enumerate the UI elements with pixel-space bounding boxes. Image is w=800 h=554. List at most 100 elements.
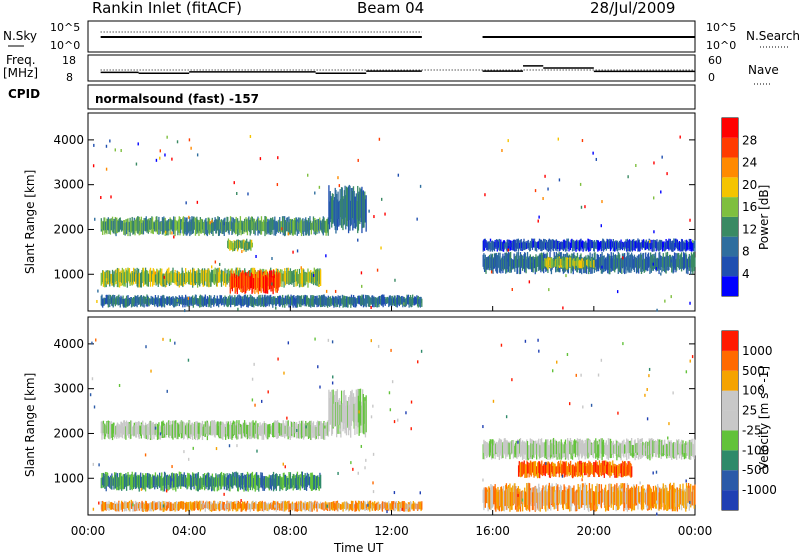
velocity-echo-cell: [585, 438, 588, 457]
velocity-echo-cell: [529, 438, 531, 460]
power-echo-cell: [177, 273, 179, 287]
power-echo-cell: [235, 278, 237, 292]
velocity-echo-cell: [251, 425, 253, 436]
velocity-echo-cell: [499, 489, 501, 507]
power-echo-cell: [680, 252, 683, 272]
power-echo-cell: [208, 270, 211, 283]
velocity-echo-cell: [290, 420, 292, 438]
velocity-echo-cell: [212, 422, 214, 435]
nsearch-bottom-tick: 10^0: [706, 39, 736, 52]
velocity-echo-cell: [267, 476, 269, 488]
power-echo-cell: [603, 255, 605, 272]
power-scatter-point: [601, 265, 603, 269]
power-echo-cell: [561, 241, 563, 250]
power-echo-cell: [303, 269, 305, 287]
power-echo-cell: [233, 270, 235, 289]
velocity-echo-cell: [217, 474, 219, 488]
power-echo-cell: [618, 242, 620, 251]
power-echo-cell: [191, 218, 194, 234]
velocity-echo-cell: [171, 424, 173, 439]
power-echo-cell: [113, 298, 115, 305]
velocity-echo-cell: [337, 402, 339, 434]
power-echo-cell: [547, 256, 549, 270]
power-echo-cell: [158, 221, 161, 230]
power-echo-cell: [208, 294, 211, 307]
power-echo-cell: [488, 241, 491, 249]
velocity-echo-cell: [374, 503, 377, 512]
power-echo-cell: [161, 274, 164, 285]
power-echo-cell: [366, 296, 368, 304]
velocity-echo-cell: [536, 488, 538, 503]
velocity-echo-cell: [654, 485, 657, 509]
velocity-scatter-point: [171, 478, 173, 482]
velocity-echo-cell: [135, 423, 138, 438]
x-tick-label: 08:00: [273, 524, 308, 538]
power-echo-cell: [135, 295, 137, 307]
power-echo-cell: [252, 277, 255, 289]
power-echo-cell: [111, 273, 113, 286]
velocity-echo-cell: [290, 478, 292, 489]
velocity-echo-cell: [664, 439, 666, 455]
velocity-echo-cell: [340, 504, 342, 510]
velocity-echo-cell: [344, 501, 346, 509]
power-echo-cell: [552, 239, 555, 252]
velocity-echo-cell: [305, 475, 308, 491]
power-echo-cell: [183, 298, 185, 305]
velocity-echo-cell: [538, 483, 540, 511]
velocity-echo-cell: [139, 503, 141, 510]
power-scatter-point: [211, 219, 213, 223]
power-echo-cell: [550, 257, 553, 268]
power-echo-cell: [218, 216, 220, 236]
velocity-echo-cell: [560, 463, 563, 477]
velocity-echo-cell: [585, 466, 587, 476]
power-echo-cell: [650, 243, 652, 248]
power-echo-cell: [521, 255, 523, 269]
power-echo-cell: [218, 298, 221, 305]
velocity-echo-cell: [493, 490, 496, 503]
velocity-echo-cell: [365, 395, 367, 433]
velocity-echo-cell: [133, 422, 135, 436]
velocity-echo-cell: [558, 486, 560, 504]
power-echo-cell: [253, 278, 255, 288]
power-echo-cell: [336, 298, 339, 308]
velocity-echo-cell: [211, 420, 213, 436]
power-echo-cell: [683, 242, 686, 250]
power-echo-cell: [153, 297, 155, 306]
velocity-echo-cell: [362, 500, 365, 510]
power-echo-cell: [305, 272, 308, 282]
power-echo-cell: [560, 241, 562, 250]
velocity-echo-cell: [584, 439, 586, 460]
velocity-echo-cell: [666, 443, 668, 459]
velocity-scatter-point: [162, 337, 164, 341]
power-echo-cell: [356, 201, 358, 220]
power-echo-cell: [652, 242, 654, 252]
velocity-echo-cell: [233, 424, 235, 435]
power-scatter-point: [154, 271, 157, 275]
velocity-echo-cell: [193, 476, 195, 490]
power-echo-cell: [298, 295, 300, 305]
velocity-echo-cell: [201, 477, 203, 490]
power-echo-cell: [242, 221, 244, 232]
velocity-scatter-point: [597, 373, 600, 377]
velocity-echo-cell: [256, 503, 258, 512]
velocity-echo-cell: [155, 422, 157, 437]
velocity-echo-cell: [350, 504, 352, 510]
velocity-echo-cell: [587, 465, 589, 478]
power-echo-cell: [320, 295, 322, 308]
velocity-echo-cell: [213, 500, 216, 511]
velocity-echo-cell: [295, 503, 297, 508]
velocity-echo-cell: [208, 426, 211, 435]
power-scatter-point: [542, 197, 544, 201]
velocity-echo-cell: [539, 461, 541, 479]
power-echo-cell: [595, 241, 597, 249]
velocity-echo-cell: [616, 440, 618, 461]
velocity-echo-cell: [683, 442, 685, 453]
power-echo-cell: [331, 193, 334, 224]
power-echo-cell: [234, 222, 237, 235]
power-echo-cell: [247, 270, 250, 290]
power-echo-cell: [179, 217, 181, 236]
velocity-echo-cell: [188, 473, 190, 485]
power-echo-cell: [616, 241, 618, 250]
velocity-echo-cell: [649, 486, 651, 505]
power-echo-cell: [666, 251, 669, 267]
